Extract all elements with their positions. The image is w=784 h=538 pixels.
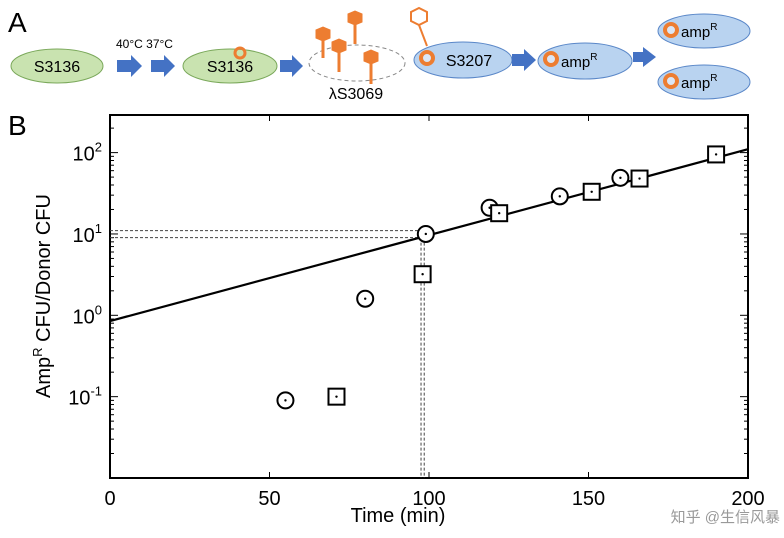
induced-donor-label: S3136 xyxy=(207,59,253,76)
phage-icons xyxy=(315,10,379,84)
y-tick-label: 101 xyxy=(73,221,102,247)
plasmid-icon xyxy=(663,73,679,89)
data-point-center xyxy=(421,273,424,276)
panel-a-label: A xyxy=(8,7,27,38)
data-point-center xyxy=(284,399,287,402)
x-tick-label: 100 xyxy=(412,488,445,510)
phage-lysate xyxy=(308,44,406,82)
x-tick-label: 150 xyxy=(572,488,605,510)
panel-a: A S3136 40°C 37°C S3136 λS3069 S3207 amp… xyxy=(8,6,751,103)
panel-b-label: B xyxy=(8,110,27,141)
arrow-icon xyxy=(151,55,175,77)
arrow-icon xyxy=(633,47,656,67)
watermark: 知乎 @生信风暴 xyxy=(671,509,780,526)
data-point-center xyxy=(558,195,561,198)
data-point-center xyxy=(364,297,367,300)
phage-label: λS3069 xyxy=(329,86,383,103)
data-point-center xyxy=(335,395,338,398)
y-tick-label: 100 xyxy=(73,302,102,328)
data-point-center xyxy=(590,190,593,193)
daughter-cell xyxy=(657,13,751,49)
y-axis-label: AmpR CFU/Donor CFU xyxy=(30,194,55,398)
data-point-center xyxy=(424,232,428,236)
y-tick-label: 102 xyxy=(73,140,102,166)
arrow-icon xyxy=(512,49,536,71)
donor-cell xyxy=(10,48,104,84)
recipient-label: S3207 xyxy=(446,53,492,70)
plasmid-icon xyxy=(419,50,435,66)
daughter-cell xyxy=(657,64,751,100)
ampr-label: ampR xyxy=(681,22,717,41)
plasmid-icon xyxy=(233,46,247,60)
arrow-icon xyxy=(117,55,142,77)
plasmid-icon xyxy=(543,51,559,67)
plasmid-icon xyxy=(663,22,679,38)
arrow-icon xyxy=(280,55,303,77)
x-tick-label: 50 xyxy=(258,488,280,510)
x-tick-label: 200 xyxy=(731,488,764,510)
x-tick-label: 0 xyxy=(104,488,115,510)
plot-frame xyxy=(109,114,749,479)
donor-cell-label: S3136 xyxy=(34,59,80,76)
temperature-label: 40°C 37°C xyxy=(116,37,173,51)
data-point-center xyxy=(619,176,622,180)
data-point-center xyxy=(497,211,501,215)
induced-donor-cell xyxy=(182,48,278,84)
ampr-label: ampR xyxy=(681,73,717,92)
data-point-center xyxy=(714,153,718,156)
ampr-label: ampR xyxy=(561,52,597,71)
chart: 0 50 100 150 200 10-1 100 101 102 xyxy=(68,114,765,510)
data-point-center xyxy=(638,177,641,180)
x-axis-label: Time (min) xyxy=(351,505,446,527)
transductant-cell xyxy=(537,42,633,80)
y-tick-label: 10-1 xyxy=(68,384,102,410)
phage-head-icon xyxy=(410,6,428,27)
